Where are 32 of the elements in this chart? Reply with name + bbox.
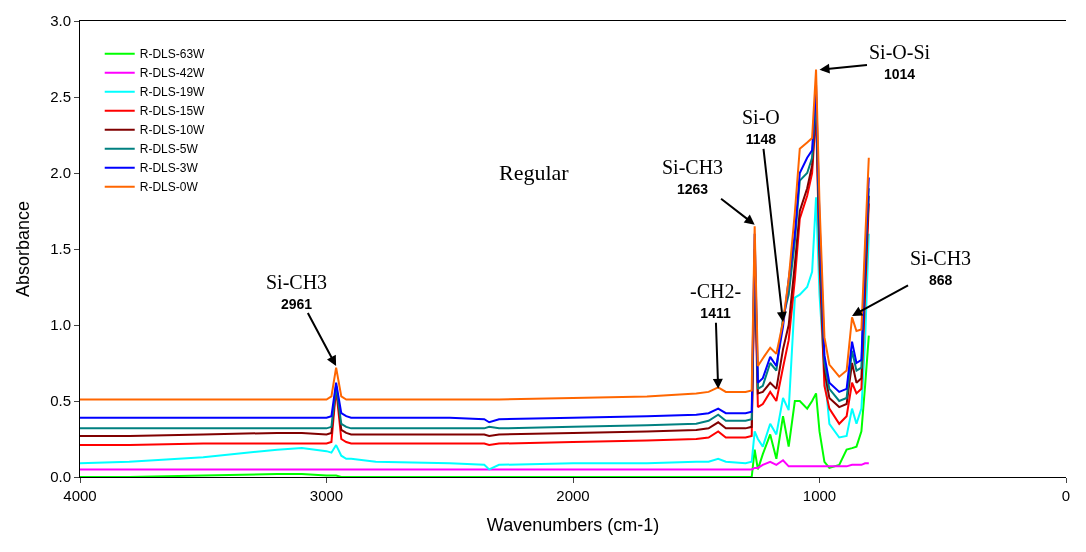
- line-series: [80, 334, 870, 477]
- annotation: Si-CH3 1263: [662, 156, 724, 197]
- line-series: [80, 459, 870, 471]
- legend-label: R-DLS-0W: [139, 180, 199, 195]
- y-tick-label: 1.0: [50, 316, 71, 334]
- y-tick-label: 0.5: [50, 392, 71, 410]
- y-tick-label: 1.5: [50, 240, 71, 258]
- x-tick-label: 4000: [63, 487, 97, 504]
- legend-label: R-DLS-5W: [139, 142, 199, 157]
- legend-label: R-DLS-63W: [139, 47, 206, 62]
- annotation: Si-CH3 868: [910, 247, 972, 288]
- x-tick-label: 1000: [802, 487, 837, 504]
- y-tick-label: 2.5: [50, 88, 71, 106]
- x-axis-title: Wavenumbers (cm-1): [486, 515, 660, 536]
- legend-label: R-DLS-3W: [139, 161, 199, 176]
- legend-label: R-DLS-19W: [139, 85, 206, 100]
- legend-label: R-DLS-15W: [139, 104, 206, 119]
- x-tick-label: 3000: [309, 487, 344, 504]
- legend-label: R-DLS-42W: [139, 66, 206, 81]
- x-tick-label: 2000: [556, 487, 590, 504]
- annotation: -CH2- 1411: [690, 280, 742, 321]
- y-axis-title: Absorbance: [13, 200, 34, 298]
- y-tick-label: 2.0: [50, 164, 71, 182]
- annotation: Regular: [499, 160, 570, 185]
- y-tick-label: 0.0: [50, 468, 71, 486]
- annotation: Si-O-Si 1014: [869, 41, 931, 82]
- line-series: [80, 196, 870, 471]
- x-tick-label: 0: [1061, 487, 1071, 504]
- annotation: Si-CH3 2961: [266, 271, 328, 312]
- annotation: Si-O 1148: [742, 106, 780, 147]
- y-tick-label: 3.0: [50, 12, 71, 30]
- legend-label: R-DLS-10W: [139, 123, 206, 138]
